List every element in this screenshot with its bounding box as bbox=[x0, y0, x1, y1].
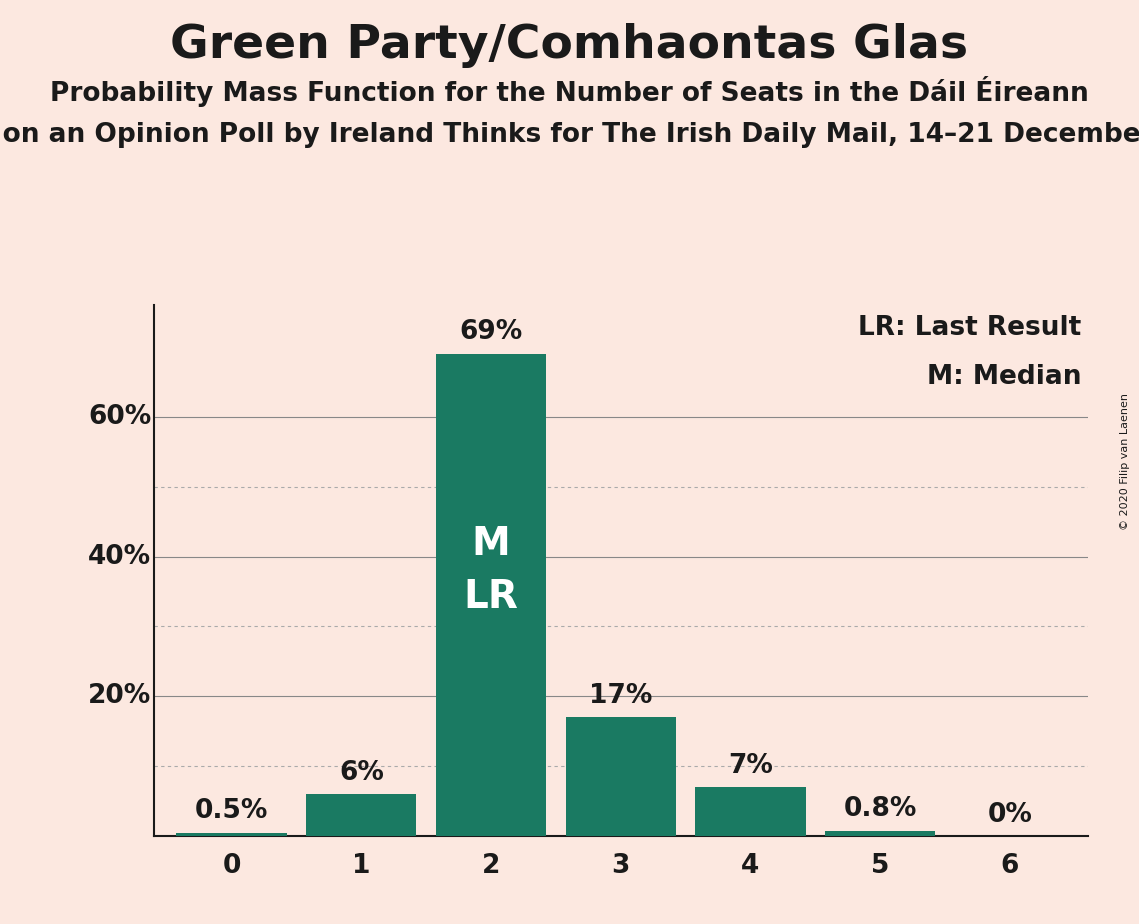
Text: 69%: 69% bbox=[459, 320, 523, 346]
Bar bbox=[566, 717, 675, 836]
Text: 20%: 20% bbox=[88, 684, 151, 710]
Text: 7%: 7% bbox=[728, 753, 773, 779]
Text: M: Median: M: Median bbox=[927, 364, 1081, 390]
Text: Green Party/Comhaontas Glas: Green Party/Comhaontas Glas bbox=[171, 23, 968, 68]
Bar bbox=[695, 787, 805, 836]
Bar bbox=[436, 354, 547, 836]
Text: M
LR: M LR bbox=[464, 525, 518, 616]
Bar bbox=[825, 831, 935, 836]
Text: Probability Mass Function for the Number of Seats in the Dáil Éireann: Probability Mass Function for the Number… bbox=[50, 76, 1089, 107]
Text: 6%: 6% bbox=[339, 760, 384, 786]
Text: LR: Last Result: LR: Last Result bbox=[858, 315, 1081, 341]
Bar bbox=[177, 833, 287, 836]
Text: Based on an Opinion Poll by Ireland Thinks for The Irish Daily Mail, 14–21 Decem: Based on an Opinion Poll by Ireland Thin… bbox=[0, 122, 1139, 148]
Text: 17%: 17% bbox=[589, 683, 653, 709]
Text: 40%: 40% bbox=[88, 543, 151, 569]
Text: 60%: 60% bbox=[88, 404, 151, 430]
Bar bbox=[306, 795, 417, 836]
Text: 0.5%: 0.5% bbox=[195, 798, 269, 824]
Text: 0.8%: 0.8% bbox=[844, 796, 917, 822]
Text: 0%: 0% bbox=[988, 802, 1032, 828]
Text: © 2020 Filip van Laenen: © 2020 Filip van Laenen bbox=[1121, 394, 1130, 530]
